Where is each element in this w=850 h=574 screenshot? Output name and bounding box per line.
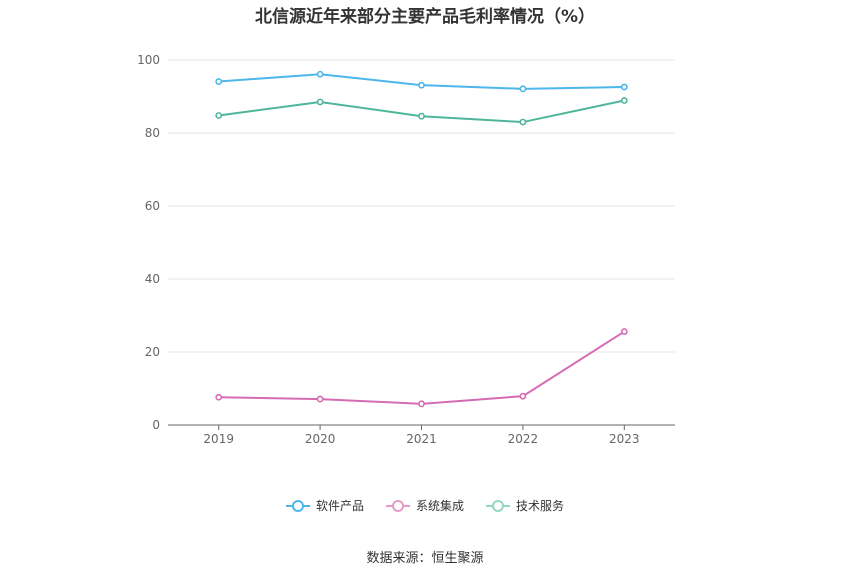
series-line — [218, 330, 625, 405]
data-point[interactable] — [519, 118, 527, 126]
data-point[interactable] — [519, 85, 527, 93]
y-tick-label: 80 — [145, 126, 160, 140]
legend-swatch-icon — [285, 499, 310, 512]
data-point[interactable] — [215, 393, 223, 401]
x-tick-label: 2019 — [203, 432, 234, 446]
series-1 — [215, 328, 628, 408]
data-point[interactable] — [620, 83, 628, 91]
y-tick-label: 0 — [152, 418, 160, 432]
data-point[interactable] — [316, 98, 324, 106]
legend: 软件产品 系统集成 技术服务 — [0, 497, 850, 514]
axes: 0 20 40 60 80 100 2019 2020 2021 2022 2023 — [137, 53, 675, 446]
x-tick-label: 2021 — [406, 432, 437, 446]
legend-label: 系统集成 — [415, 499, 464, 513]
y-tick-label: 60 — [145, 199, 160, 213]
legend-item[interactable]: 系统集成 — [385, 497, 464, 514]
legend-label: 软件产品 — [315, 499, 364, 513]
x-tick-label: 2023 — [609, 432, 640, 446]
chart-title: 北信源近年来部分主要产品毛利率情况（%） — [254, 7, 596, 27]
series-2 — [215, 97, 628, 126]
series-0 — [215, 70, 628, 93]
legend-item[interactable]: 软件产品 — [285, 497, 364, 514]
y-tick-label: 40 — [145, 272, 160, 286]
gridlines — [168, 59, 675, 353]
x-tick-label: 2022 — [508, 432, 539, 446]
legend-label: 技术服务 — [516, 499, 565, 513]
data-point[interactable] — [316, 70, 324, 78]
data-point[interactable] — [418, 81, 425, 89]
y-tick-label: 100 — [137, 53, 160, 67]
data-point[interactable] — [418, 400, 425, 408]
y-tick-label: 20 — [145, 345, 160, 359]
series-lines — [215, 70, 628, 408]
data-point[interactable] — [418, 112, 425, 120]
data-point[interactable] — [620, 97, 628, 104]
data-source: 数据来源：恒生聚源 — [366, 551, 484, 566]
legend-swatch-icon — [486, 499, 510, 512]
data-point[interactable] — [215, 112, 223, 119]
data-point[interactable] — [519, 392, 527, 400]
legend-swatch-icon — [385, 499, 410, 512]
data-point[interactable] — [215, 78, 223, 85]
data-point[interactable] — [620, 328, 628, 335]
legend-item[interactable]: 技术服务 — [486, 497, 564, 514]
line-chart-plot: 0 20 40 60 80 100 2019 2020 2021 2022 2023 — [137, 53, 675, 446]
x-tick-label: 2020 — [305, 432, 336, 446]
data-point[interactable] — [316, 395, 324, 403]
